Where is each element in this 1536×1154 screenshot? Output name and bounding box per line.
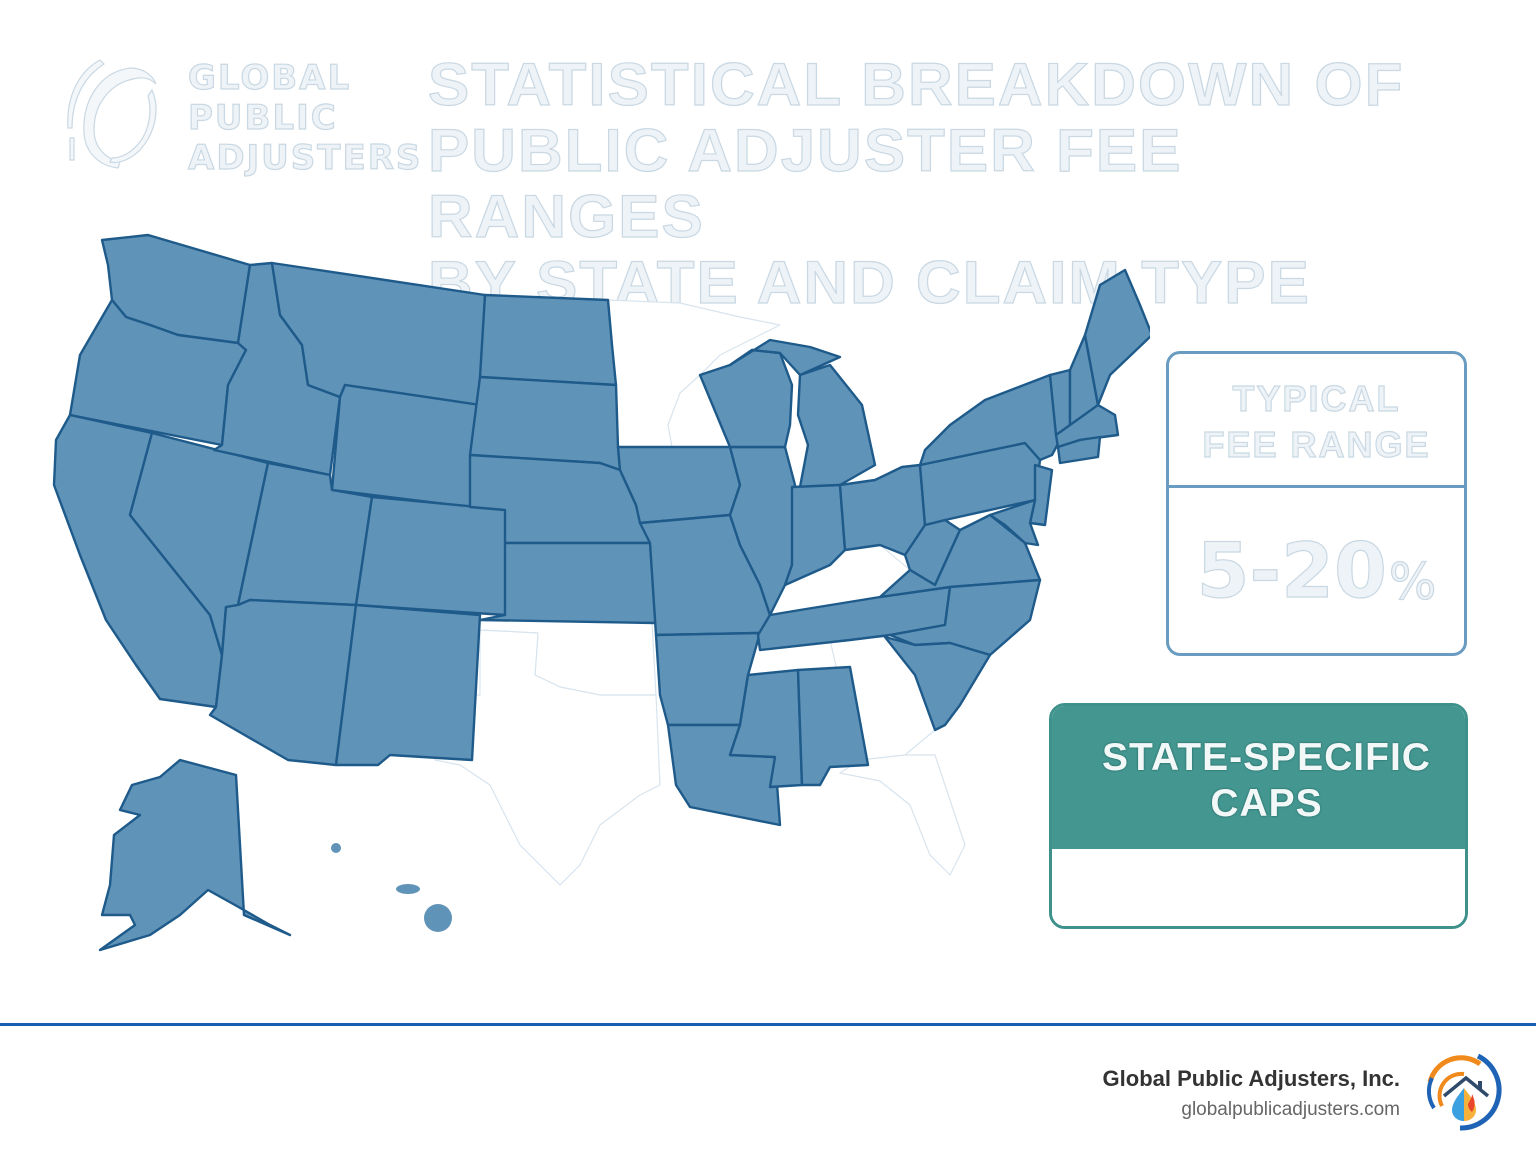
brand-name-line: PUBLIC [187, 97, 338, 138]
fee-range-number: 5-20 [1196, 525, 1387, 615]
state-iowa [616, 445, 742, 525]
state-arizona [208, 598, 358, 767]
swoosh-c-logo-icon [67, 59, 157, 169]
footer-company-name: Global Public Adjusters, Inc. [1102, 1066, 1400, 1091]
footer-website-link[interactable]: globalpublicadjusters.com [1181, 1099, 1400, 1120]
fee-label-line: TYPICAL [1232, 377, 1401, 419]
state-michigan [796, 363, 877, 489]
house-flame-water-logo-icon [1426, 1053, 1502, 1131]
state-florida [839, 754, 966, 876]
footer-divider [0, 1023, 1536, 1026]
title-line: PUBLIC ADJUSTER FEE RANGES [427, 117, 1183, 250]
state-specific-caps-card: STATE-SPECIFIC CAPS [1049, 703, 1468, 929]
caps-label-line: STATE-SPECIFIC [1102, 735, 1431, 779]
brand-name-line: ADJUSTERS [187, 137, 423, 178]
footer-branding: Global Public Adjusters, Inc. globalpubl… [1103, 1065, 1400, 1127]
state-connecticut-ri [1056, 435, 1102, 465]
brand-name-line: GLOBAL [187, 57, 352, 98]
state-wyoming [330, 383, 482, 509]
state-new-york [918, 373, 1062, 467]
caps-body [1052, 849, 1465, 926]
title-line: STATISTICAL BREAKDOWN OF [427, 51, 1405, 118]
caps-header: STATE-SPECIFIC CAPS [1052, 706, 1465, 849]
state-alabama [796, 665, 870, 787]
state-hawaii-kauai [331, 843, 341, 853]
state-new-mexico [334, 603, 482, 767]
state-alaska [98, 758, 292, 952]
state-kansas [478, 541, 658, 625]
state-illinois [728, 445, 797, 617]
state-maine [1083, 268, 1154, 407]
fee-range-label: TYPICAL FEE RANGE [1169, 354, 1464, 488]
state-new-jersey [1028, 463, 1054, 527]
state-colorado [354, 495, 512, 617]
state-michigan-up [728, 338, 842, 377]
state-hawaii-maui [396, 884, 420, 894]
state-south-carolina [883, 635, 992, 732]
state-north-dakota [478, 293, 618, 387]
fee-label-line: FEE RANGE [1202, 423, 1431, 465]
us-state-map [40, 225, 1154, 955]
typical-fee-range-card: TYPICAL FEE RANGE 5-20% [1166, 351, 1467, 656]
percent-sign: % [1388, 552, 1437, 611]
state-hawaii-big-island [424, 904, 452, 932]
caps-label-line: CAPS [1210, 781, 1323, 825]
fee-range-value: 5-20% [1169, 488, 1464, 653]
brand-name: GLOBAL PUBLIC ADJUSTERS [187, 57, 423, 178]
state-delaware-maryland [988, 498, 1040, 547]
brand-logo: GLOBAL PUBLIC ADJUSTERS [60, 50, 423, 180]
state-wisconsin [698, 348, 794, 449]
